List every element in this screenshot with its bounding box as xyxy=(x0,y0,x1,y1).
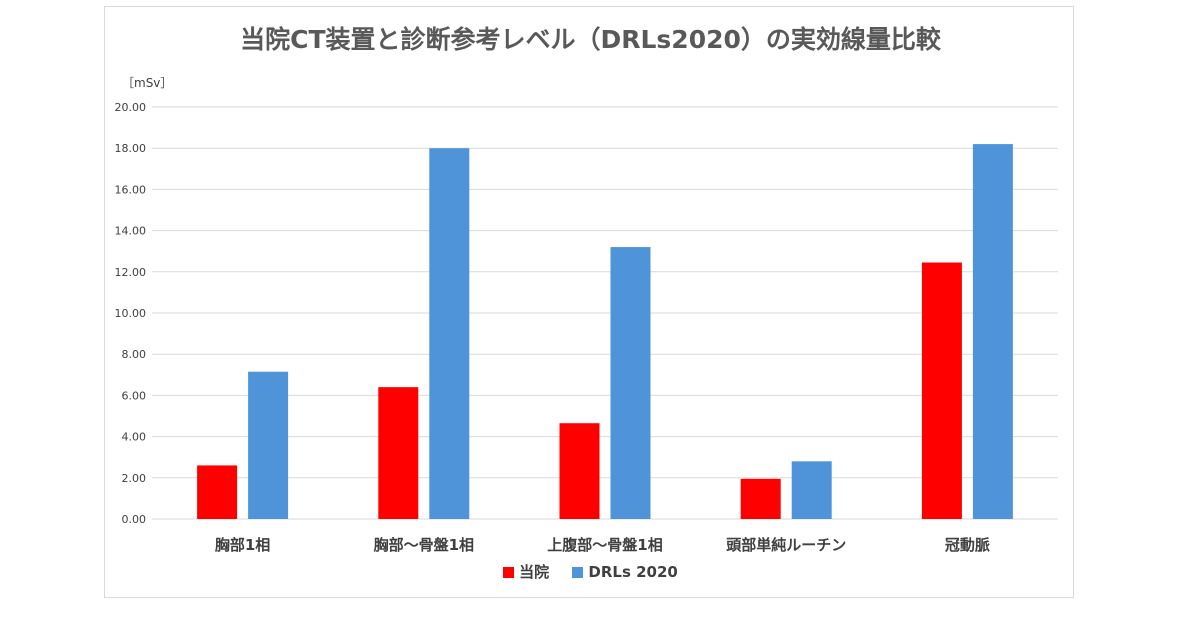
bar-series-2-1 xyxy=(248,371,289,519)
x-category-label: 胸部～骨盤1相 xyxy=(374,536,474,554)
legend-swatch-series-2 xyxy=(572,567,584,578)
y-tick-label: 18.00 xyxy=(115,142,147,155)
x-category-label: 上腹部～骨盤1相 xyxy=(547,536,662,554)
y-tick-label: 8.00 xyxy=(122,348,147,361)
x-category-label: 胸部1相 xyxy=(215,536,270,554)
legend-item-series-2: DRLs 2020 xyxy=(572,563,678,581)
x-category-label: 冠動脈 xyxy=(945,536,990,554)
y-tick-label: 2.00 xyxy=(122,472,147,485)
bars xyxy=(197,144,1013,519)
y-tick-label: 20.00 xyxy=(115,101,147,114)
legend-label-series-2: DRLs 2020 xyxy=(588,563,678,581)
bar-series-1-1 xyxy=(197,465,238,519)
bar-series-2-2 xyxy=(429,148,470,519)
x-axis-category-labels: 胸部1相 胸部～骨盤1相 上腹部～骨盤1相 頭部単純ルーチン 冠動脈 xyxy=(215,536,990,554)
y-tick-label: 12.00 xyxy=(115,266,147,279)
legend: 当院 DRLs 2020 xyxy=(0,561,1181,582)
chart-title: 当院CT装置と診断参考レベル（DRLs2020）の実効線量比較 xyxy=(240,25,941,54)
y-tick-label: 10.00 xyxy=(115,307,147,320)
y-tick-label: 14.00 xyxy=(115,225,147,238)
y-axis-tick-labels: 0.00 2.00 4.00 6.00 8.00 10.00 12.00 14.00 16.00… xyxy=(115,101,147,526)
y-tick-label: 6.00 xyxy=(122,389,147,402)
bar-series-2-4 xyxy=(791,461,832,519)
bar-series-2-3 xyxy=(610,247,651,519)
bar-series-1-4 xyxy=(740,478,781,519)
legend-swatch-series-1 xyxy=(503,567,515,578)
legend-item-series-1: 当院 xyxy=(503,561,549,582)
legend-label-series-1: 当院 xyxy=(519,563,550,581)
bar-series-1-3 xyxy=(559,423,600,519)
y-tick-label: 4.00 xyxy=(122,431,147,444)
bar-series-2-5 xyxy=(972,144,1013,519)
y-tick-label: 0.00 xyxy=(122,513,147,526)
x-category-label: 頭部単純ルーチン xyxy=(726,536,846,554)
bar-series-1-2 xyxy=(378,387,419,519)
gridlines xyxy=(152,106,1058,520)
y-tick-label: 16.00 xyxy=(115,183,147,196)
y-axis-unit-label: ［mSv］ xyxy=(122,76,173,90)
bar-series-1-5 xyxy=(921,262,962,519)
